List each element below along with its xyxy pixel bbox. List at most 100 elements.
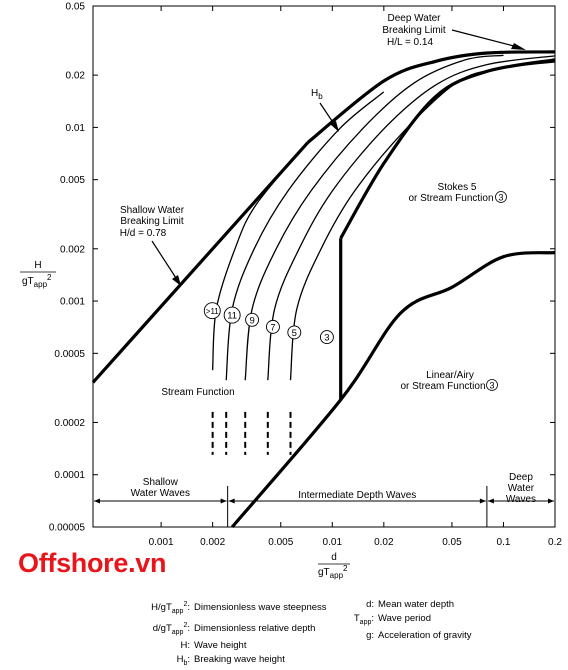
linear-line2: or Stream Function (400, 381, 485, 392)
shallow-region-label: Water Waves (131, 488, 190, 499)
x-tick-label: 0.05 (442, 537, 462, 548)
stream-function-label: Stream Function (161, 387, 234, 398)
wave-theory-chart: 0.05 0.02 0.01 0.005 0.002 0.001 0.0005 0.0002 0… (20, 2, 563, 580)
legend-row: d: Mean water depth (340, 598, 471, 612)
x-label-den: gT (318, 567, 330, 578)
x-label-numerator: d (331, 552, 337, 563)
y-tick-label: 0.005 (60, 175, 85, 186)
stream-boundary-curve (339, 58, 556, 240)
x-axis-label: d gTapp2 (318, 552, 350, 580)
x-tick-label: 0.01 (323, 537, 343, 548)
hb-sub: b (318, 92, 323, 101)
deep-region-arrowhead-right (548, 498, 554, 504)
validity-7-curve (267, 55, 556, 381)
order-circle (265, 319, 280, 334)
order-circles: >11 11 9 7 5 3 (203, 302, 334, 345)
deep-region-label: Deep (509, 472, 533, 483)
legend-row: d/gTapp2: Dimensionless relative depth (120, 619, 327, 640)
deep-limit-arrowhead (511, 43, 526, 50)
legend-description: Mean water depth (378, 599, 455, 610)
y-tick-label: 0.002 (60, 244, 85, 255)
legend-right: d: Mean water depth Tapp: Wave period g: Acce… (340, 598, 472, 643)
y-label-sub: app (34, 280, 48, 289)
order-circle (319, 330, 334, 345)
order-circle (245, 312, 260, 327)
legend-description: Acceleration of gravity (378, 630, 472, 642)
stokes-line1: Stokes 5 (438, 182, 477, 193)
hb-label: H (311, 88, 318, 99)
x-label-sup: 2 (343, 564, 348, 573)
legend-row: H/gTapp2: Dimensionless wave steepness (120, 598, 327, 619)
brand-logo-text: Offshore.vn (18, 548, 167, 578)
legend-term: g: (366, 630, 374, 642)
stokes-line2: or Stream Function (408, 193, 493, 204)
legend-description: Breaking wave height (194, 653, 285, 665)
linear-line1: Linear/Airy (426, 370, 474, 381)
validity-9-curve (244, 54, 504, 381)
stokes-region-label: Stokes 5 or Stream Function 3 (408, 182, 507, 204)
intermediate-region-arrowhead-left (228, 498, 235, 504)
y-tick-label: 0.0005 (54, 349, 85, 360)
stokes5-boundary-curve (230, 251, 556, 529)
hb-arrow-line (319, 102, 335, 125)
order-circle-label: 5 (292, 328, 297, 339)
y-tick-label: 0.02 (66, 71, 86, 82)
x-tick-label: 0.02 (374, 537, 394, 548)
x-tick-label: 0.001 (149, 537, 174, 548)
y-tick-label: 0.01 (66, 123, 86, 134)
legend-term: Tapp: (353, 612, 374, 626)
deep-limit-line3: H/L = 0.14 (387, 37, 433, 48)
order-circle (223, 306, 241, 324)
legend-description: Dimensionless wave steepness (194, 602, 327, 614)
legend-row: H: Wave height (120, 639, 327, 653)
order-circle (203, 302, 221, 320)
legend-term: Hb: (176, 653, 190, 667)
shallow-limit-line1: Shallow Water (120, 205, 185, 216)
svg-text:Hb: Hb (311, 88, 323, 101)
deep-limit-arrow-line (451, 29, 515, 47)
deep-region-label: Waves (506, 494, 536, 505)
hb-arrowhead (330, 121, 339, 132)
y-tick-label: 0.0002 (54, 418, 85, 429)
y-axis-label: H gTapp2 (20, 260, 56, 289)
plot-frame (92, 5, 556, 528)
order-circle-label: 7 (270, 322, 275, 333)
shallow-region-arrowhead-right (220, 498, 227, 504)
deep-limit-line1: Deep Water (388, 13, 442, 24)
svg-text:gTapp2: gTapp2 (318, 564, 348, 580)
linear-circle (486, 379, 498, 391)
linear-circle-num: 3 (489, 381, 494, 391)
legend-term: d/gTapp2: (152, 621, 190, 636)
stream-function-dashes (211, 411, 292, 455)
shallow-water-limit-curve (91, 141, 310, 384)
legend-term: d: (366, 599, 374, 610)
order-circle-label: 9 (249, 315, 254, 326)
y-tick-label: 0.00005 (49, 523, 86, 534)
shallow-region-label: Shallow (143, 477, 179, 488)
shallow-water-breaking-annotation: Shallow Water Breaking Limit H/d = 0.78 (120, 205, 185, 286)
legend-description: Wave height (194, 640, 247, 652)
x-tick-labels: 0.001 0.002 0.005 0.01 0.02 0.05 0.1 0.2 (149, 537, 563, 548)
deep-limit-line2: Breaking Limit (382, 25, 446, 36)
legend-left: H/gTapp2: Dimensionless wave steepness d/g… (120, 598, 327, 670)
deep-water-limit-curve (306, 50, 556, 144)
x-tick-label: 0.1 (497, 537, 511, 548)
linear-region-label: Linear/Airy or Stream Function 3 (400, 370, 498, 392)
deep-water-breaking-annotation: Deep Water Breaking Limit H/L = 0.14 (382, 13, 526, 50)
intermediate-region-arrowhead-right (479, 498, 486, 504)
order-circle-label: 11 (227, 311, 237, 322)
legend-term: H: (180, 640, 190, 652)
y-tick-label: 0.05 (66, 2, 86, 13)
legend-description: Wave period (378, 612, 431, 624)
order-circle-label: 3 (324, 333, 329, 344)
breaking-limit-curves (91, 50, 556, 529)
deep-region-label: Water (508, 483, 535, 494)
legend-row: Hb: Breaking wave height (120, 653, 327, 670)
stokes-circle-num: 3 (498, 193, 503, 203)
svg-text:gTapp2: gTapp2 (22, 273, 52, 289)
order-circle (287, 325, 302, 340)
y-label-den: gT (22, 276, 34, 287)
y-label-sup: 2 (47, 273, 52, 282)
wave-validity-curves (211, 54, 556, 381)
deep-region-arrowhead-left (487, 498, 494, 504)
